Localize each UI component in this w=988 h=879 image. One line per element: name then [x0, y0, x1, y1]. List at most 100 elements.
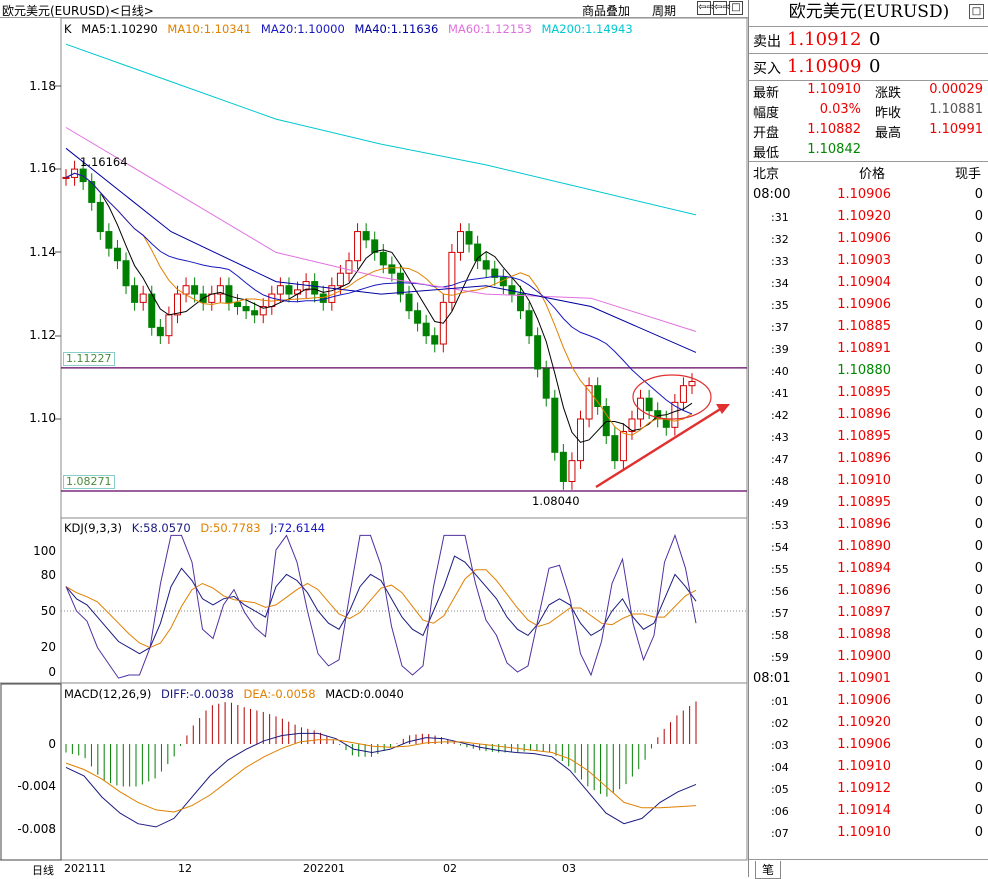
tape-volume: 0	[974, 561, 983, 576]
tape-price: 1.10890	[837, 539, 891, 554]
tape-volume: 0	[974, 671, 983, 686]
candle-body	[482, 260, 490, 270]
tape-price: 1.10906	[837, 693, 891, 708]
candle-body	[388, 264, 396, 274]
candle-body	[534, 335, 542, 370]
tape-time: :53	[771, 519, 789, 532]
kdj-prefix: KDJ(9,3,3)	[64, 521, 123, 535]
shrink-icon[interactable]: ⇦⇨	[697, 1, 715, 15]
tape-price: 1.10920	[837, 715, 891, 730]
low-annotation: 1.08040	[532, 494, 580, 508]
tape-header-time: 北京	[753, 167, 780, 182]
candle-body	[568, 460, 576, 482]
kdj-tick: 20	[40, 640, 56, 654]
candle-body	[122, 260, 130, 287]
tape-time: :33	[771, 255, 789, 268]
tape-time: :55	[771, 563, 789, 576]
tape-row: :37 1.10885 0	[749, 316, 988, 338]
macd-dea: DEA:-0.0058	[243, 687, 316, 701]
maximize-icon[interactable]: □	[729, 1, 743, 15]
tape-volume: 0	[974, 781, 983, 796]
ma40-line	[65, 147, 697, 353]
x-tick: 03	[562, 862, 576, 875]
highlight-ellipse	[632, 374, 712, 420]
tape-time: :59	[771, 651, 789, 664]
candle-body	[645, 397, 653, 412]
candle-body	[619, 430, 627, 462]
panel-toggle-icon[interactable]: □	[969, 4, 984, 19]
tape-price: 1.10895	[837, 385, 891, 400]
bottom-tabs: 笔	[749, 859, 988, 879]
tape-volume: 0	[974, 627, 983, 642]
tape-time: :06	[771, 805, 789, 818]
candle-body	[577, 418, 585, 462]
candle-body	[671, 401, 679, 428]
kdj-j: J:72.6144	[270, 521, 326, 535]
candle-body	[405, 293, 413, 312]
candle-body	[285, 285, 293, 295]
tape-row: :54 1.10890 0	[749, 536, 988, 558]
tape-row: :41 1.10895 0	[749, 382, 988, 404]
tape-row: :35 1.10906 0	[749, 294, 988, 316]
tape-price: 1.10895	[837, 429, 891, 444]
tick-tape[interactable]: 北京 价格 现手 08:00 1.10906 0:31 1.10920 0:32 1.10…	[749, 161, 988, 840]
chart-title: 欧元美元(EURUSD)<日线>	[2, 4, 154, 18]
chart-frame	[60, 17, 748, 861]
kdj-d-line	[65, 569, 697, 649]
ma20-label: MA20:1.10000	[260, 22, 345, 36]
kdj-tick: 50	[40, 604, 56, 618]
macd-axis-box	[0, 683, 62, 861]
tape-time: :40	[771, 365, 789, 378]
tape-row: :43 1.10895 0	[749, 426, 988, 448]
tape-volume: 0	[974, 253, 983, 268]
candle-body	[354, 231, 362, 262]
candle-body	[319, 293, 327, 303]
trend-arrow-head	[716, 404, 730, 414]
tape-row: :47 1.10896 0	[749, 448, 988, 470]
kdj-tick: 100	[33, 544, 56, 558]
tape-row: :53 1.10896 0	[749, 514, 988, 536]
chart-area[interactable]: 欧元美元(EURUSD)<日线> 商品叠加 周期 ⇦⇨ ⇦⇨ □ K MA5:1…	[0, 0, 748, 877]
tape-volume: 0	[974, 605, 983, 620]
tape-time: :57	[771, 607, 789, 620]
tape-volume: 0	[974, 495, 983, 510]
candle-body	[96, 201, 104, 233]
tape-time: :48	[771, 475, 789, 488]
tape-row: :01 1.10906 0	[749, 690, 988, 712]
tape-volume: 0	[974, 583, 983, 598]
kdj-k-line	[65, 555, 697, 655]
support-label: 1.08271	[63, 475, 115, 489]
quote-title: 欧元美元(EURUSD)	[788, 2, 950, 22]
chart-canvas[interactable]	[0, 0, 748, 877]
tape-row: :49 1.10895 0	[749, 492, 988, 514]
candle-body	[62, 176, 70, 179]
tape-time: :47	[771, 453, 789, 466]
tape-row: :59 1.10900 0	[749, 646, 988, 668]
tape-price: 1.10910	[837, 759, 891, 774]
candle-body	[268, 293, 276, 308]
macd-legend: MACD(12,26,9) DIFF:-0.0038 DEA:-0.0058 M…	[64, 687, 410, 701]
tape-volume: 0	[974, 231, 983, 246]
period-button[interactable]: 周期	[652, 4, 677, 18]
tape-price: 1.10896	[837, 517, 891, 532]
price-tick: 1.12	[29, 328, 56, 342]
stat-value: 0.00029	[929, 82, 983, 97]
macd-diff: DIFF:-0.0038	[161, 687, 234, 701]
tape-price: 1.10898	[837, 627, 891, 642]
tape-time: :43	[771, 431, 789, 444]
ma5-label: MA5:1.10290	[81, 22, 158, 36]
ma10-label: MA10:1.10341	[167, 22, 252, 36]
stat-value: 1.10991	[929, 122, 983, 137]
expand-icon[interactable]: ⇦⇨	[713, 1, 731, 15]
tab-ticks[interactable]: 笔	[755, 861, 782, 879]
overlay-button[interactable]: 商品叠加	[582, 4, 631, 18]
tape-row: :39 1.10891 0	[749, 338, 988, 360]
tape-time: :01	[771, 695, 789, 708]
tape-volume: 0	[974, 451, 983, 466]
tape-row: :02 1.10920 0	[749, 712, 988, 734]
tape-time: 08:00	[753, 187, 791, 202]
tape-time: :58	[771, 629, 789, 642]
candle-body	[328, 285, 336, 303]
sell-row: 卖出 1.10912 0	[749, 26, 988, 52]
tape-row: :06 1.10914 0	[749, 800, 988, 822]
